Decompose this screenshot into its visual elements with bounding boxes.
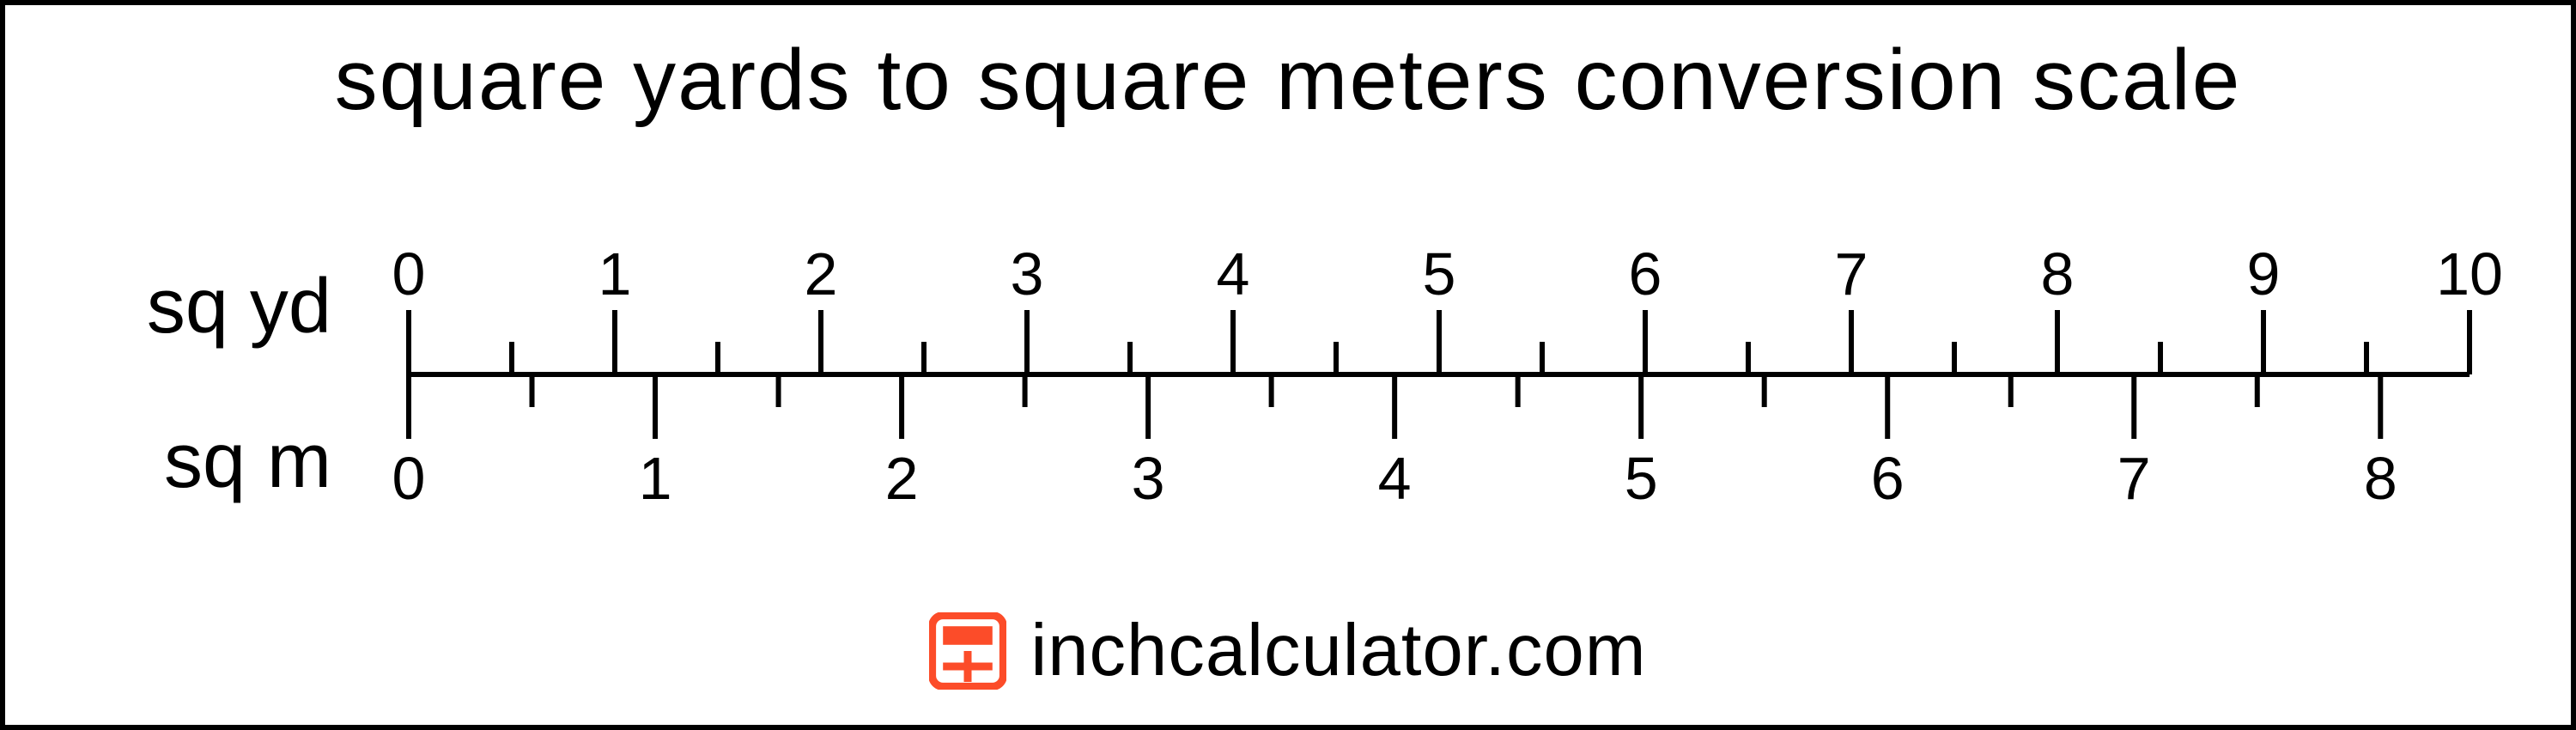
svg-text:2: 2 [805,240,838,307]
svg-text:6: 6 [1871,445,1905,512]
svg-text:7: 7 [2117,445,2151,512]
svg-text:10: 10 [2436,240,2503,307]
footer-text: inchcalculator.com [1030,609,1646,693]
svg-text:1: 1 [598,240,632,307]
top-unit-label: sq yd [57,263,331,351]
svg-text:4: 4 [1217,240,1250,307]
svg-text:7: 7 [1835,240,1868,307]
scale-area: sq yd sq m 0 1 2 3 4 5 6 7 8 9 10 0 1 2 3 4 5 6 7 8 [5,194,2571,555]
svg-text:9: 9 [2247,240,2281,307]
svg-text:6: 6 [1629,240,1662,307]
svg-text:8: 8 [2364,445,2397,512]
calculator-icon [929,612,1006,690]
diagram-frame: square yards to square meters conversion… [0,0,2576,730]
diagram-title: square yards to square meters conversion… [5,31,2571,130]
svg-text:8: 8 [2041,240,2075,307]
svg-text:3: 3 [1132,445,1165,512]
footer: inchcalculator.com [5,609,2571,694]
svg-text:2: 2 [885,445,919,512]
svg-text:3: 3 [1011,240,1044,307]
svg-text:5: 5 [1625,445,1658,512]
svg-text:0: 0 [392,445,426,512]
svg-text:4: 4 [1378,445,1412,512]
svg-text:5: 5 [1423,240,1456,307]
svg-text:0: 0 [392,240,426,307]
bottom-unit-label: sq m [57,417,331,506]
conversion-ruler: 0 1 2 3 4 5 6 7 8 9 10 0 1 2 3 4 5 6 7 8 [392,194,2538,555]
svg-text:1: 1 [639,445,672,512]
